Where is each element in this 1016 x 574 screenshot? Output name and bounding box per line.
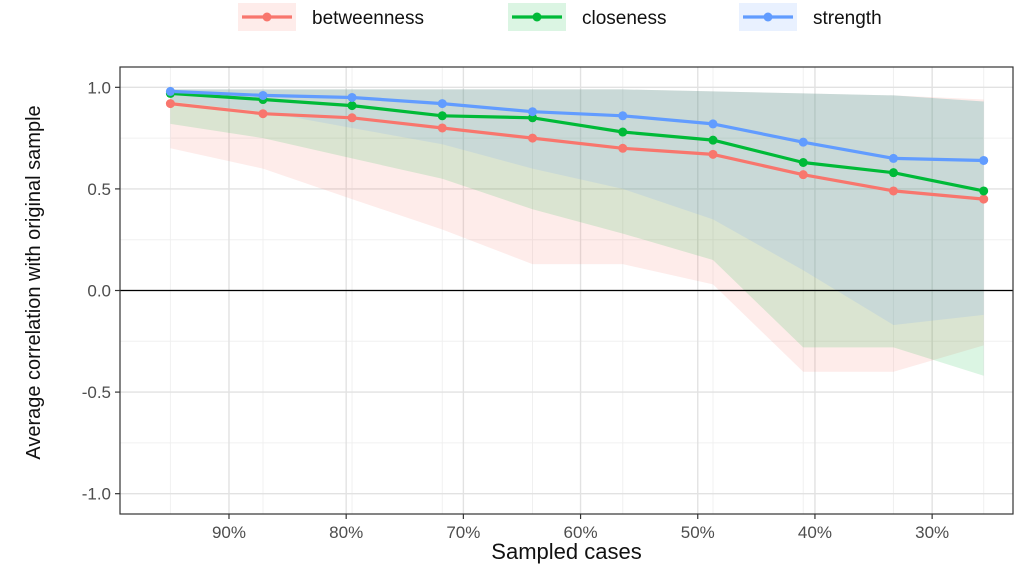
point-betweenness — [708, 149, 718, 159]
point-closeness — [798, 157, 808, 167]
series-points — [165, 86, 989, 204]
line-betweenness — [170, 102, 984, 201]
point-betweenness — [258, 109, 268, 119]
x-tick-label: 70% — [446, 523, 480, 542]
point-strength — [798, 137, 808, 147]
point-betweenness — [437, 123, 447, 133]
point-betweenness — [618, 143, 628, 153]
point-closeness — [888, 168, 898, 178]
point-strength — [979, 155, 989, 165]
point-betweenness — [165, 99, 175, 109]
point-closeness — [347, 101, 357, 111]
point-betweenness — [528, 133, 538, 143]
y-axis: 1.0 0.5 0.0 -0.5 -1.0 — [82, 78, 120, 504]
point-strength — [528, 107, 538, 117]
point-closeness — [618, 127, 628, 137]
legend-item-betweenness: betweenness — [238, 3, 424, 31]
x-tick-label: 30% — [915, 523, 949, 542]
legend: betweenness closeness strength — [238, 3, 882, 31]
point-strength — [618, 111, 628, 121]
x-tick-label: 90% — [212, 523, 246, 542]
point-betweenness — [979, 194, 989, 204]
y-axis-title: Average correlation with original sample — [23, 105, 45, 459]
plot-panel — [119, 66, 1014, 515]
point-strength — [258, 90, 268, 100]
point-strength — [165, 86, 175, 96]
legend-label: closeness — [582, 8, 667, 29]
ribbon-closeness — [170, 89, 984, 376]
x-axis-title: Sampled cases — [491, 539, 641, 564]
legend-label: betweenness — [312, 8, 424, 29]
point-closeness — [979, 186, 989, 196]
line-strength — [170, 89, 984, 163]
x-tick-label: 50% — [681, 523, 715, 542]
x-tick-label: 60% — [564, 523, 598, 542]
x-tick-label: 80% — [329, 523, 363, 542]
y-tick-label: 1.0 — [87, 78, 111, 97]
legend-key-point — [763, 12, 773, 22]
legend-item-strength: strength — [739, 3, 882, 31]
y-tick-label: 0.0 — [87, 282, 111, 301]
point-closeness — [708, 135, 718, 145]
confidence-ribbons — [170, 89, 984, 376]
series-lines — [170, 89, 985, 201]
point-betweenness — [888, 186, 898, 196]
point-betweenness — [798, 170, 808, 180]
y-tick-label: -1.0 — [82, 485, 111, 504]
point-strength — [347, 92, 357, 102]
ribbon-strength — [170, 89, 984, 326]
legend-key-point — [532, 12, 542, 22]
y-tick-label: 0.5 — [87, 180, 111, 199]
x-axis: 90% 80% 70% 60% 50% 40% 30% — [212, 514, 949, 542]
point-closeness — [437, 111, 447, 121]
point-strength — [437, 99, 447, 109]
point-betweenness — [347, 113, 357, 123]
y-tick-label: -0.5 — [82, 383, 111, 402]
ribbon-betweenness — [170, 89, 984, 372]
x-tick-label: 40% — [798, 523, 832, 542]
legend-key-point — [262, 12, 272, 22]
point-strength — [708, 119, 718, 129]
point-strength — [888, 153, 898, 163]
legend-item-closeness: closeness — [508, 3, 667, 31]
line-closeness — [170, 91, 985, 193]
legend-label: strength — [813, 8, 882, 29]
